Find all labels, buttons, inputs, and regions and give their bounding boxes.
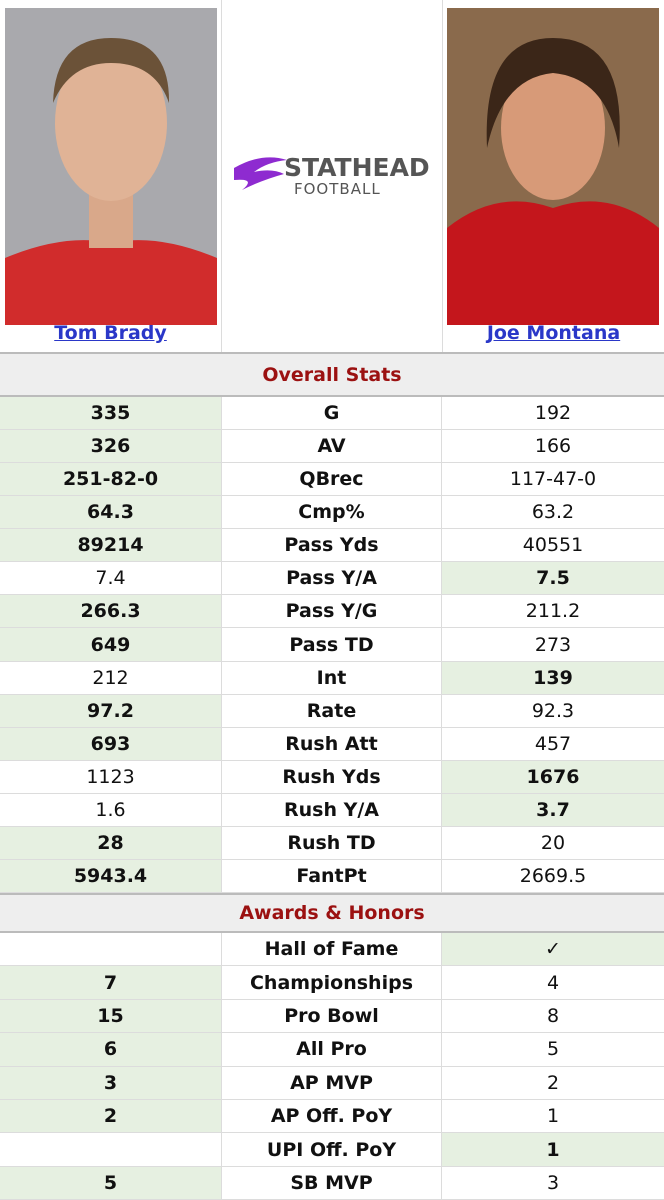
stat-label: AV [221,430,442,464]
stat-value: 1676 [442,760,664,794]
stat-label: Rush TD [221,826,442,860]
stat-value: 7.5 [442,562,664,596]
stat-value: 211.2 [442,595,664,629]
stat-label: SB MVP [221,1166,442,1200]
stat-value: 266.3 [0,595,221,629]
stat-value: 63.2 [442,496,664,530]
stat-value: 7.4 [0,562,221,596]
stat-label: Rush Y/A [221,793,442,827]
stat-value: 326 [0,430,221,464]
stat-label: AP Off. PoY [221,1100,442,1134]
stat-value: 64.3 [0,496,221,530]
stat-label: Rush Att [221,727,442,761]
stat-value: 6 [0,1033,221,1067]
stat-label: G [221,397,442,431]
stat-label: Pro Bowl [221,999,442,1034]
stat-value: 5 [442,1033,664,1067]
stat-value: 40551 [442,529,664,563]
stat-value: 212 [0,662,221,695]
stat-value: 4 [442,966,664,1000]
stat-label: Rate [221,694,442,728]
stat-value: 335 [0,397,221,431]
player-photo [5,8,217,325]
stat-label: Pass Y/A [221,562,442,596]
stat-value: 89214 [0,529,221,563]
stat-value: 8 [442,1000,664,1034]
stat-label: Hall of Fame [221,933,442,967]
stat-value: 28 [0,826,221,860]
stathead-logo: STATHEAD FOOTBALL [234,153,430,198]
stat-value: 3 [442,1167,664,1200]
divider [442,0,443,352]
player-link[interactable]: Joe Montana [486,322,621,344]
divider [221,0,222,352]
stat-value [0,933,221,967]
stat-label: All Pro [221,1033,442,1067]
logo-text: STATHEAD [284,153,430,182]
stat-value: 5943.4 [0,859,221,894]
stat-label: FantPt [221,859,442,894]
stat-label: QBrec [221,463,442,497]
stat-value [0,1133,221,1167]
stat-value: 1123 [0,761,221,794]
stat-value: 649 [0,628,221,662]
stat-value: 457 [442,728,664,761]
stat-label: Cmp% [221,496,442,530]
stat-value: 139 [442,661,664,695]
logo-subtext: FOOTBALL [294,180,381,198]
stat-label: AP MVP [221,1066,442,1100]
stat-label: UPI Off. PoY [221,1133,442,1167]
stat-value: 251-82-0 [0,463,221,497]
stat-label: Pass Y/G [221,595,442,629]
stat-value: 20 [442,827,664,860]
stat-value: 693 [0,727,221,761]
stat-label: Rush Yds [221,760,442,794]
stat-label: Int [221,661,442,695]
stat-value: 1.6 [0,794,221,827]
stat-value: 273 [442,628,664,662]
section-header: Overall Stats [0,352,664,397]
stat-value: 5 [0,1166,221,1200]
stat-value: 3 [0,1066,221,1100]
stat-value: 166 [442,430,664,464]
stat-value: 97.2 [0,694,221,728]
player-link[interactable]: Tom Brady [54,322,167,344]
stat-value: 1 [442,1133,664,1167]
stat-label: Pass Yds [221,529,442,563]
stat-value: ✓ [442,933,664,967]
stat-value: 117-47-0 [442,463,664,497]
stat-value: 7 [0,966,221,1000]
stat-value: 2 [0,1100,221,1134]
section-header: Awards & Honors [0,893,664,933]
stat-label: Championships [221,966,442,1000]
stat-value: 2 [442,1067,664,1100]
stat-value: 2669.5 [442,860,664,894]
stat-value: 1 [442,1100,664,1134]
stat-value: 15 [0,999,221,1034]
stat-value: 92.3 [442,695,664,728]
stat-value: 3.7 [442,793,664,827]
stat-value: 192 [442,397,664,431]
stat-label: Pass TD [221,628,442,662]
player-photo [447,8,659,325]
